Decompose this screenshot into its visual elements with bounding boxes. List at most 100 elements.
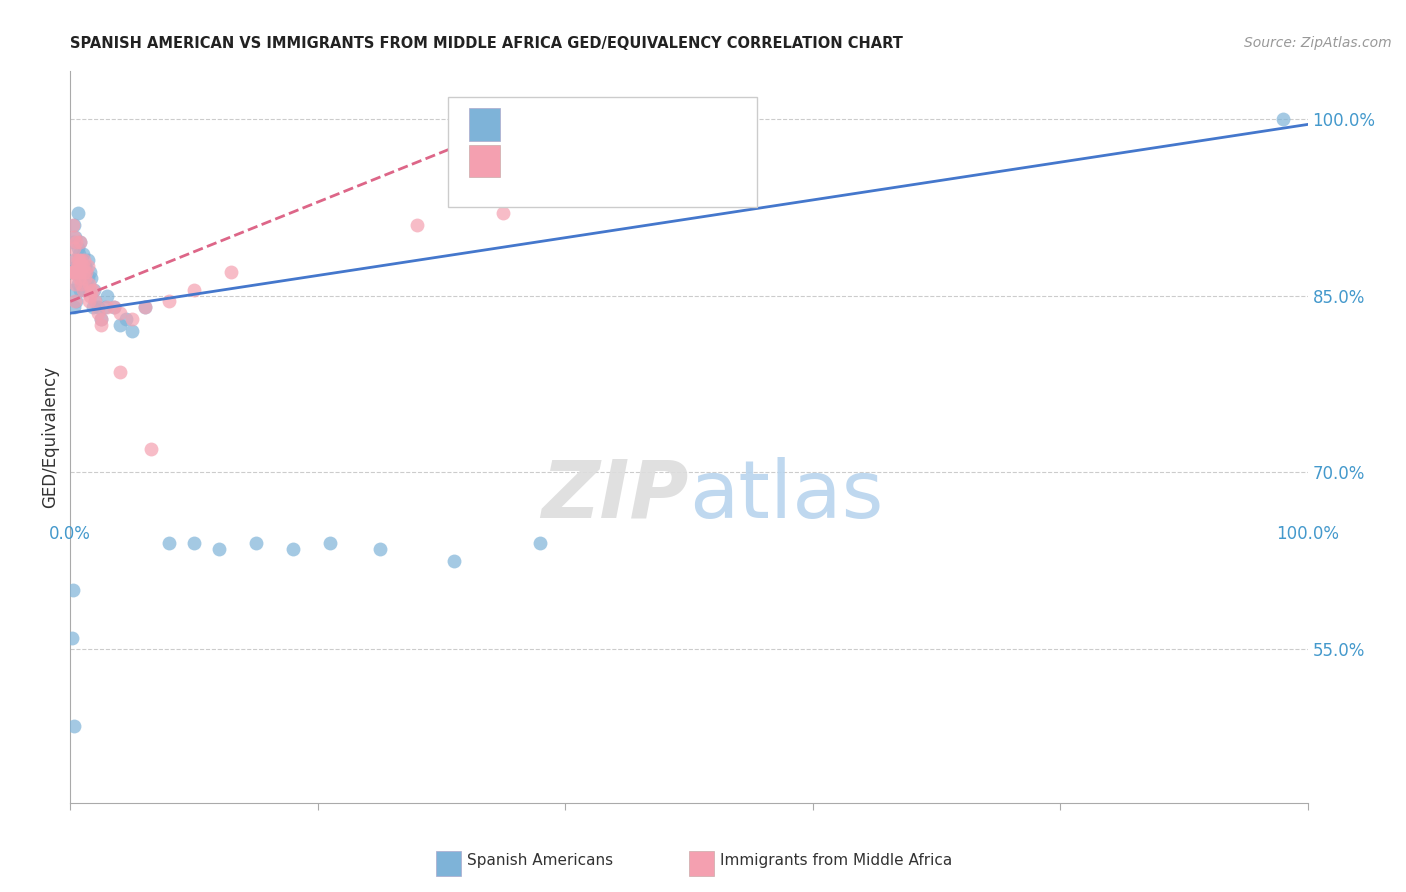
Point [103,301,125,315]
Point [139,442,162,456]
Point [368,542,391,557]
Point [60,265,83,279]
Point [62,283,84,297]
Point [63,218,86,232]
Point [115,312,138,326]
Point [62,583,84,598]
FancyBboxPatch shape [468,145,499,178]
Point [69,235,91,250]
Point [73,265,96,279]
Point [65,294,87,309]
Point [65,229,87,244]
Point [157,294,180,309]
Point [121,312,143,326]
Point [96,288,118,302]
Point [63,719,86,733]
Point [245,536,267,550]
Point [134,301,156,315]
Point [66,277,89,291]
Point [281,542,304,557]
Point [77,294,100,309]
Point [66,206,89,220]
FancyBboxPatch shape [468,108,499,141]
Point [75,259,97,273]
Point [157,536,180,550]
Point [86,306,108,320]
Point [83,283,105,297]
Point [121,324,143,338]
Point [70,277,93,291]
Point [70,253,93,268]
Text: 0.0%: 0.0% [49,524,91,543]
Point [72,247,94,261]
Point [63,229,86,244]
Point [84,294,107,309]
Text: R = 0.169   N = 59: R = 0.169 N = 59 [519,115,703,134]
Point [77,283,100,297]
Point [65,277,87,291]
Point [76,253,98,268]
Point [69,265,91,279]
Point [65,265,87,279]
Point [67,270,90,285]
Point [183,536,205,550]
Point [75,265,97,279]
Point [75,265,97,279]
Point [79,288,101,302]
Point [86,301,108,315]
Point [65,265,87,279]
Point [75,277,97,291]
FancyBboxPatch shape [447,97,756,207]
Point [65,235,87,250]
Point [84,294,107,309]
Text: SPANISH AMERICAN VS IMMIGRANTS FROM MIDDLE AFRICA GED/EQUIVALENCY CORRELATION CH: SPANISH AMERICAN VS IMMIGRANTS FROM MIDD… [70,36,903,51]
Point [183,283,205,297]
Point [60,265,83,279]
Point [405,218,427,232]
Point [62,218,84,232]
Point [108,306,131,320]
Point [62,235,84,250]
Point [73,253,96,268]
Point [80,283,103,297]
Point [208,542,231,557]
Point [492,206,515,220]
Point [60,631,83,645]
Y-axis label: GED/Equivalency: GED/Equivalency [41,366,59,508]
Point [66,259,89,273]
Point [67,253,90,268]
Point [90,318,112,332]
Point [134,301,156,315]
Point [69,259,91,273]
Point [66,253,89,268]
Point [63,253,86,268]
Text: Source: ZipAtlas.com: Source: ZipAtlas.com [1244,36,1392,50]
Point [66,241,89,255]
Point [80,270,103,285]
Point [67,247,90,261]
Point [443,554,465,568]
Point [70,270,93,285]
Point [73,265,96,279]
Point [69,235,91,250]
Point [529,536,551,550]
Point [63,301,86,315]
Point [67,265,90,279]
Text: ZIP: ZIP [541,457,689,534]
Point [76,259,98,273]
Text: 100.0%: 100.0% [1277,524,1339,543]
Point [70,265,93,279]
Point [75,270,97,285]
Point [72,259,94,273]
Point [94,301,117,315]
Point [82,283,104,297]
Text: Immigrants from Middle Africa: Immigrants from Middle Africa [720,854,952,868]
Point [90,312,112,326]
Point [1271,112,1294,126]
Point [319,536,342,550]
Point [82,301,104,315]
Text: R = 0.312   N = 48: R = 0.312 N = 48 [519,152,703,170]
Point [79,265,101,279]
Point [70,253,93,268]
Point [63,241,86,255]
